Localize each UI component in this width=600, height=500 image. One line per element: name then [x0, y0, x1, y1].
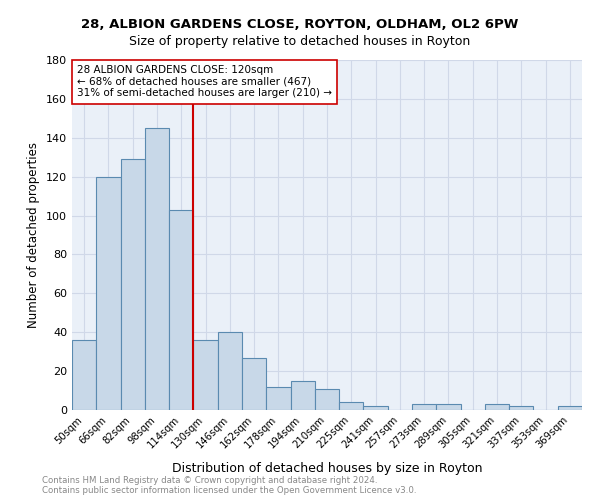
Bar: [242, 358, 266, 410]
Bar: [290, 381, 315, 410]
Bar: [121, 159, 145, 410]
Bar: [364, 406, 388, 410]
Y-axis label: Number of detached properties: Number of detached properties: [28, 142, 40, 328]
Bar: [339, 402, 364, 410]
Text: Contains HM Land Registry data © Crown copyright and database right 2024.: Contains HM Land Registry data © Crown c…: [42, 476, 377, 485]
Bar: [145, 128, 169, 410]
Bar: [169, 210, 193, 410]
Text: 28, ALBION GARDENS CLOSE, ROYTON, OLDHAM, OL2 6PW: 28, ALBION GARDENS CLOSE, ROYTON, OLDHAM…: [82, 18, 518, 30]
Bar: [96, 176, 121, 410]
Text: 28 ALBION GARDENS CLOSE: 120sqm
← 68% of detached houses are smaller (467)
31% o: 28 ALBION GARDENS CLOSE: 120sqm ← 68% of…: [77, 66, 332, 98]
Text: Contains public sector information licensed under the Open Government Licence v3: Contains public sector information licen…: [42, 486, 416, 495]
Bar: [412, 404, 436, 410]
Bar: [315, 388, 339, 410]
Bar: [509, 406, 533, 410]
X-axis label: Distribution of detached houses by size in Royton: Distribution of detached houses by size …: [172, 462, 482, 474]
Bar: [558, 406, 582, 410]
Bar: [72, 340, 96, 410]
Bar: [218, 332, 242, 410]
Bar: [193, 340, 218, 410]
Text: Size of property relative to detached houses in Royton: Size of property relative to detached ho…: [130, 35, 470, 48]
Bar: [485, 404, 509, 410]
Bar: [266, 386, 290, 410]
Bar: [436, 404, 461, 410]
